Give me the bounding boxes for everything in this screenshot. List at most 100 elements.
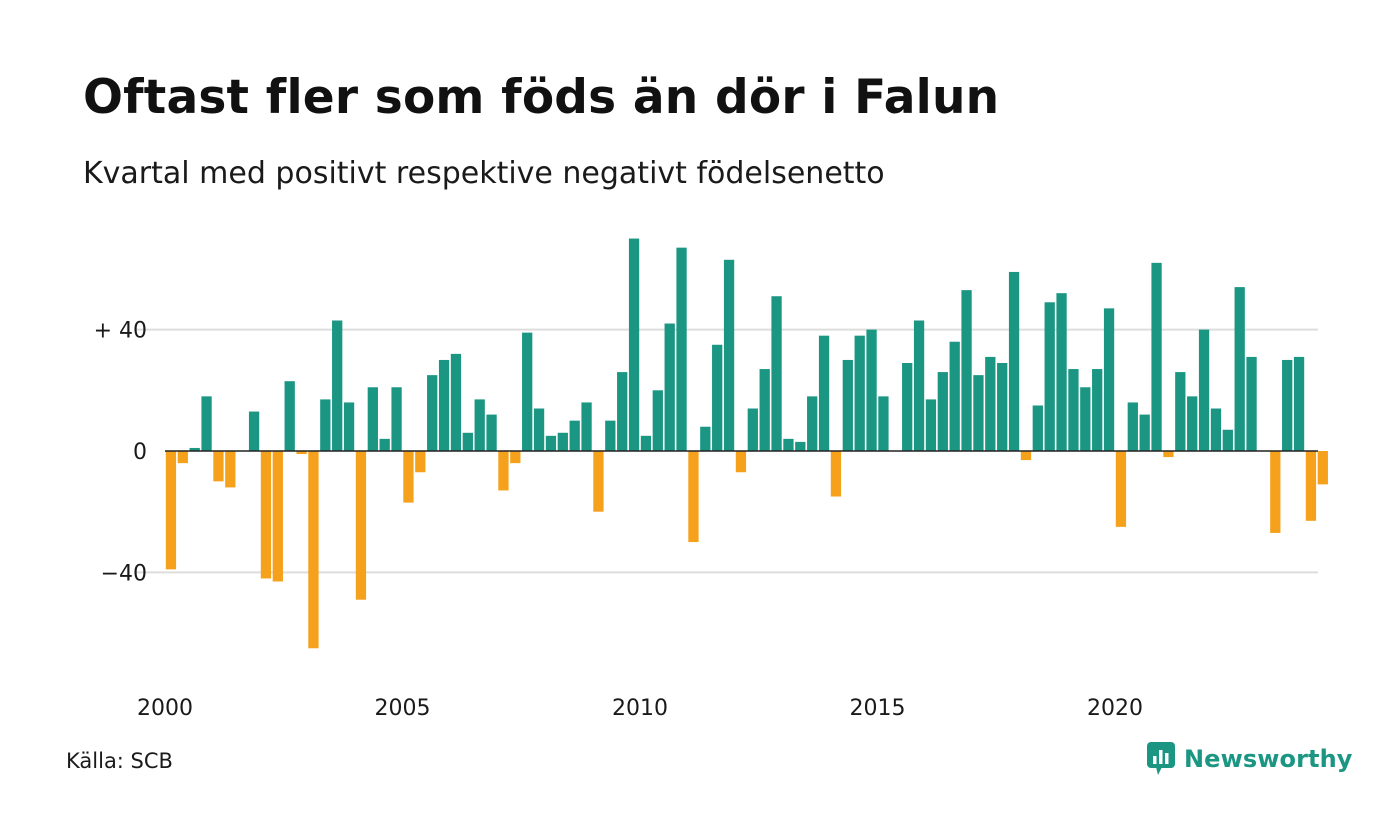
bar-positive xyxy=(332,320,343,451)
bar-positive xyxy=(522,332,533,451)
bar-negative xyxy=(308,451,319,649)
bar-negative xyxy=(165,451,177,570)
bar-negative xyxy=(593,451,604,512)
y-axis-ticks: + 40 0 −40 xyxy=(94,319,147,587)
bar-negative xyxy=(1115,451,1127,527)
bar-positive xyxy=(189,447,200,451)
bar-negative xyxy=(688,451,699,543)
bar-positive xyxy=(818,335,830,451)
bar-positive xyxy=(985,356,996,451)
y-tick-label: 0 xyxy=(133,440,147,465)
bar-positive xyxy=(925,399,937,451)
bar-positive xyxy=(1282,359,1293,451)
bar-positive xyxy=(605,420,616,451)
bar-negative xyxy=(1163,451,1174,458)
bar-positive xyxy=(320,399,331,451)
bar-positive xyxy=(902,362,913,451)
bar-positive xyxy=(807,396,818,451)
bar-positive xyxy=(878,396,889,451)
bar-positive xyxy=(569,420,580,451)
bar-positive xyxy=(427,375,438,452)
bar-positive xyxy=(1044,302,1055,451)
bar-positive xyxy=(712,344,723,451)
bar-positive xyxy=(343,402,355,451)
bar-positive xyxy=(486,414,497,451)
brand-name: Newsworthy xyxy=(1184,745,1353,773)
bar-positive xyxy=(723,259,735,451)
bar-positive xyxy=(628,238,640,451)
bar-positive xyxy=(747,408,758,451)
bar-positive xyxy=(1032,405,1043,451)
bar-positive xyxy=(248,411,260,451)
bar-positive xyxy=(937,372,948,451)
bar-positive xyxy=(1187,396,1198,451)
bar-positive xyxy=(771,296,782,451)
bar-positive xyxy=(700,426,711,451)
bar-positive xyxy=(997,362,1008,451)
bar-positive xyxy=(1151,262,1162,451)
bar-negative xyxy=(272,451,283,582)
bar-positive xyxy=(367,387,378,451)
source-note: Källa: SCB xyxy=(66,749,173,773)
bar-positive xyxy=(474,399,485,451)
bar-negative xyxy=(355,451,367,600)
y-tick-label: −40 xyxy=(101,561,147,586)
bar-negative xyxy=(177,451,188,464)
x-axis-ticks: 2000 2005 2010 2015 2020 xyxy=(137,696,1143,721)
bar-positive xyxy=(1008,271,1020,451)
bar-negative xyxy=(225,451,236,488)
bar-positive xyxy=(913,320,925,451)
bar-positive xyxy=(652,390,663,451)
bar-positive xyxy=(545,435,557,451)
bar-negative xyxy=(296,451,307,455)
bar-positive xyxy=(795,441,806,451)
chart-subtitle: Kvartal med positivt respektive negativt… xyxy=(83,156,885,191)
newsworthy-logo-icon xyxy=(1147,742,1175,775)
bar-positive xyxy=(1068,369,1079,451)
bar-negative xyxy=(735,451,747,473)
x-tick-label: 2000 xyxy=(137,696,193,721)
bar-positive xyxy=(284,381,295,451)
x-tick-label: 2005 xyxy=(375,696,431,721)
bar-positive xyxy=(1103,308,1115,451)
bar-positive xyxy=(1222,429,1233,451)
bar-positive xyxy=(557,432,568,451)
bar-positive xyxy=(640,435,652,451)
bar-negative xyxy=(1020,451,1032,461)
bar-positive xyxy=(617,372,628,451)
bar-positive xyxy=(961,290,972,451)
bar-positive xyxy=(1139,414,1150,451)
bar-positive xyxy=(1127,402,1138,451)
bar-negative xyxy=(403,451,414,503)
bar-negative xyxy=(213,451,224,482)
bar-positive xyxy=(1210,408,1222,451)
bars-layer xyxy=(165,238,1328,649)
bar-positive xyxy=(391,387,402,451)
bar-positive xyxy=(201,396,212,451)
bar-negative xyxy=(1317,451,1328,485)
bar-positive xyxy=(379,438,390,451)
chart-title: Oftast fler som föds än dör i Falun xyxy=(83,70,1000,125)
newsworthy-brand[interactable]: Newsworthy xyxy=(1146,741,1353,777)
bar-positive xyxy=(533,408,545,451)
bar-positive xyxy=(949,341,960,451)
bar-positive xyxy=(1092,369,1103,451)
bar-positive xyxy=(462,432,473,451)
bar-positive xyxy=(759,369,770,451)
bar-positive xyxy=(1080,387,1091,451)
bar-positive xyxy=(783,438,794,451)
bar-positive xyxy=(664,323,675,451)
bar-positive xyxy=(450,353,462,451)
x-tick-label: 2020 xyxy=(1087,696,1143,721)
bar-negative xyxy=(415,451,426,473)
bar-negative xyxy=(1270,451,1281,533)
y-tick-label: + 40 xyxy=(94,319,147,344)
bar-positive xyxy=(581,402,592,451)
bar-positive xyxy=(842,359,853,451)
bar-positive xyxy=(973,375,984,452)
bar-negative xyxy=(260,451,272,579)
bar-positive xyxy=(1198,329,1210,451)
bar-positive xyxy=(854,335,865,451)
bar-positive xyxy=(1293,356,1305,451)
